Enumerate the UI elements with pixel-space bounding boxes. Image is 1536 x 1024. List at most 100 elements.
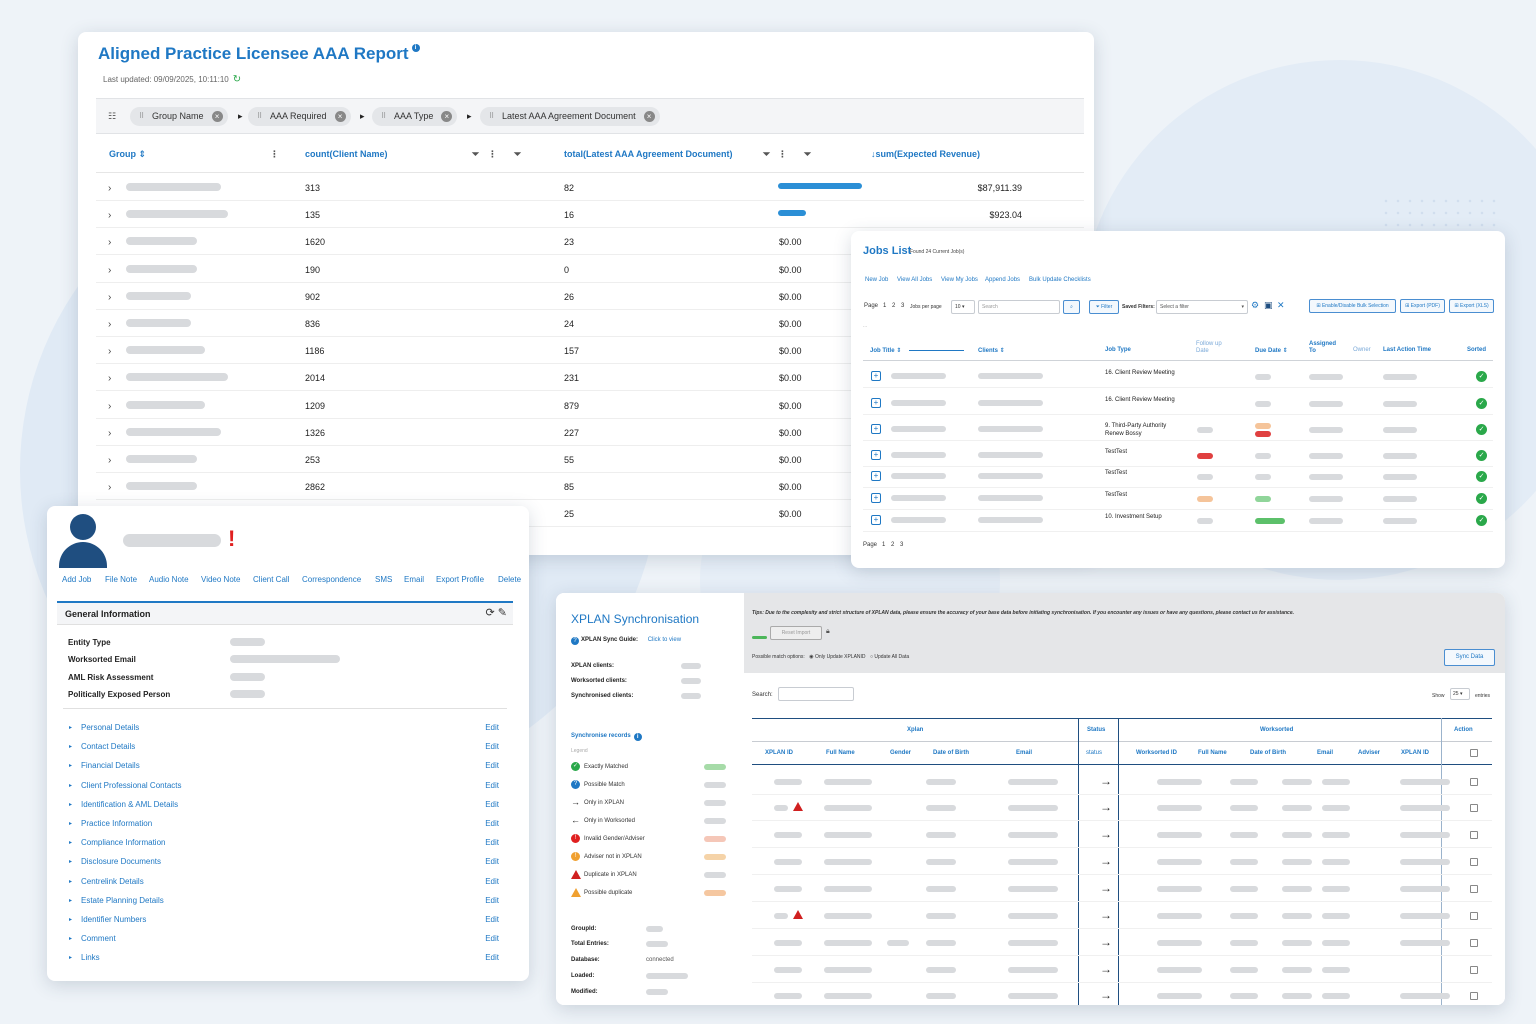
- append-jobs-link[interactable]: Append Jobs: [985, 277, 1021, 283]
- profile-section[interactable]: ▸ Practice Information Edit: [69, 819, 509, 831]
- page-link[interactable]: 3: [901, 303, 905, 309]
- job-row[interactable]: + TestTest ✓: [863, 466, 1493, 488]
- section-label[interactable]: Client Professional Contacts: [81, 780, 182, 790]
- col-ws-id[interactable]: Worksorted ID: [1136, 750, 1177, 756]
- select-all-checkbox[interactable]: [1470, 749, 1478, 757]
- column-menu-icon[interactable]: ⋮: [778, 149, 787, 159]
- edit-link[interactable]: Edit: [485, 761, 499, 771]
- page-link[interactable]: 1: [882, 542, 886, 548]
- col-dob[interactable]: Date of Birth: [933, 750, 969, 756]
- profile-section[interactable]: ▸ Identifier Numbers Edit: [69, 915, 509, 927]
- drag-grip-icon[interactable]: ⠿: [489, 113, 495, 120]
- table-row[interactable]: › 1186 157 $0.00: [96, 337, 1084, 365]
- group-chip[interactable]: ⠿ Group Name ×: [130, 107, 228, 126]
- section-label[interactable]: Practice Information: [81, 819, 153, 828]
- chevron-right-icon[interactable]: ›: [108, 291, 112, 303]
- chevron-right-icon[interactable]: ›: [108, 237, 112, 249]
- col-group[interactable]: Group ⇕: [109, 149, 147, 159]
- add-job-link[interactable]: Add Job: [62, 575, 92, 584]
- client-call-link[interactable]: Client Call: [253, 575, 290, 584]
- per-page-select[interactable]: 10 ▾: [951, 300, 975, 314]
- group-chip[interactable]: ⠿ AAA Type ×: [372, 107, 458, 126]
- sync-row[interactable]: →: [752, 821, 1492, 848]
- video-note-link[interactable]: Video Note: [201, 575, 241, 584]
- sync-row[interactable]: →: [752, 848, 1492, 875]
- file-note-link[interactable]: File Note: [105, 575, 138, 584]
- sync-row[interactable]: →: [752, 982, 1492, 1005]
- col-ws-dob[interactable]: Date of Birth: [1250, 750, 1286, 756]
- expand-icon[interactable]: +: [871, 450, 881, 460]
- row-checkbox[interactable]: [1470, 939, 1478, 947]
- row-checkbox[interactable]: [1470, 912, 1478, 920]
- filter-icon[interactable]: ⏷: [804, 149, 812, 159]
- guide-link[interactable]: Click to view: [647, 637, 682, 643]
- col-count[interactable]: count(Client Name): [305, 149, 388, 159]
- job-row[interactable]: +10. Investment Setup ✓: [863, 510, 1493, 532]
- saved-filters-select[interactable]: Select a filter ▾: [1156, 300, 1248, 314]
- expand-icon[interactable]: +: [871, 515, 881, 525]
- profile-section[interactable]: ▸ Comment Edit: [69, 934, 509, 946]
- edit-link[interactable]: Edit: [485, 857, 499, 867]
- refresh-icon[interactable]: ↻: [232, 74, 242, 85]
- profile-section[interactable]: ▸ Financial Details Edit: [69, 761, 509, 773]
- chevron-right-icon[interactable]: ›: [108, 183, 112, 194]
- drag-grip-icon[interactable]: ⠿: [257, 113, 263, 120]
- sync-icon[interactable]: ⟳: [485, 607, 495, 619]
- save-icon[interactable]: ▣: [1264, 300, 1273, 310]
- chevron-right-icon[interactable]: ›: [108, 400, 112, 412]
- profile-section[interactable]: ▸ Personal Details Edit: [69, 723, 509, 735]
- row-checkbox[interactable]: [1470, 831, 1478, 839]
- chevron-right-icon[interactable]: ›: [108, 264, 112, 276]
- radio-only-update[interactable]: ◉ Only Update XPLANID: [809, 654, 866, 660]
- filter-icon[interactable]: ⏷: [514, 149, 522, 159]
- expand-icon[interactable]: +: [871, 471, 881, 481]
- col-total[interactable]: total(Latest AAA Agreement Document): [564, 149, 733, 159]
- table-row[interactable]: › 902 26 $0.00: [96, 283, 1084, 310]
- audio-note-link[interactable]: Audio Note: [149, 575, 189, 584]
- chevron-right-icon[interactable]: ›: [108, 210, 112, 222]
- col-job-type[interactable]: Job Type: [1105, 347, 1131, 353]
- col-gender[interactable]: Gender: [890, 750, 912, 756]
- edit-link[interactable]: Edit: [485, 723, 499, 732]
- edit-link[interactable]: Edit: [485, 934, 499, 944]
- col-assigned[interactable]: Assigned To: [1309, 341, 1337, 354]
- profile-section[interactable]: ▸ Identification & AML Details Edit: [69, 800, 509, 812]
- entries-select[interactable]: 25 ▾: [1450, 688, 1470, 700]
- job-row[interactable]: +9. Third-Party Authority Renew Bossy ✓: [863, 419, 1493, 441]
- page-link[interactable]: 2: [891, 542, 895, 548]
- sms-link[interactable]: SMS: [375, 575, 393, 584]
- export-xls-button[interactable]: ⊞ Export (XLS): [1449, 299, 1494, 313]
- row-checkbox[interactable]: [1470, 804, 1478, 812]
- section-label[interactable]: Compliance Information: [81, 838, 166, 848]
- row-checkbox[interactable]: [1470, 966, 1478, 974]
- col-ws-email[interactable]: Email: [1317, 750, 1334, 756]
- gear-icon[interactable]: ⚙: [1251, 300, 1260, 310]
- table-row[interactable]: › 836 24 $0.00: [96, 310, 1084, 337]
- sync-row[interactable]: →: [752, 794, 1492, 821]
- export-pdf-button[interactable]: ⊞ Export (PDF): [1400, 299, 1445, 313]
- remove-chip-icon[interactable]: ×: [441, 111, 453, 122]
- export-profile-link[interactable]: Export Profile: [436, 575, 485, 584]
- col-job-title[interactable]: Job Title ⇕: [870, 348, 902, 354]
- edit-link[interactable]: Edit: [485, 895, 499, 905]
- expand-icon[interactable]: +: [871, 371, 881, 381]
- view-my-jobs-link[interactable]: View My Jobs: [941, 277, 978, 283]
- expand-icon[interactable]: +: [871, 493, 881, 503]
- page-link[interactable]: 3: [900, 542, 904, 548]
- expand-icon[interactable]: +: [871, 424, 881, 434]
- col-owner[interactable]: Owner: [1353, 347, 1371, 353]
- radio-update-all[interactable]: ○ Update All Data: [869, 654, 910, 660]
- correspondence-link[interactable]: Correspondence: [302, 575, 362, 584]
- section-label[interactable]: Disclosure Documents: [81, 857, 162, 867]
- job-row[interactable]: + TestTest ✓: [863, 445, 1493, 467]
- edit-link[interactable]: Edit: [485, 819, 499, 828]
- col-sorted[interactable]: Sorted: [1467, 347, 1487, 353]
- col-xplan-id[interactable]: XPLAN ID: [765, 750, 794, 756]
- chevron-right-icon[interactable]: ›: [108, 319, 112, 330]
- drag-grip-icon[interactable]: ⠿: [139, 113, 145, 120]
- remove-chip-icon[interactable]: ×: [334, 111, 346, 122]
- chevron-right-icon[interactable]: ›: [108, 482, 112, 494]
- filter-icon[interactable]: ⏷: [472, 149, 480, 159]
- delete-link[interactable]: Delete: [498, 575, 522, 584]
- remove-chip-icon[interactable]: ×: [643, 111, 655, 122]
